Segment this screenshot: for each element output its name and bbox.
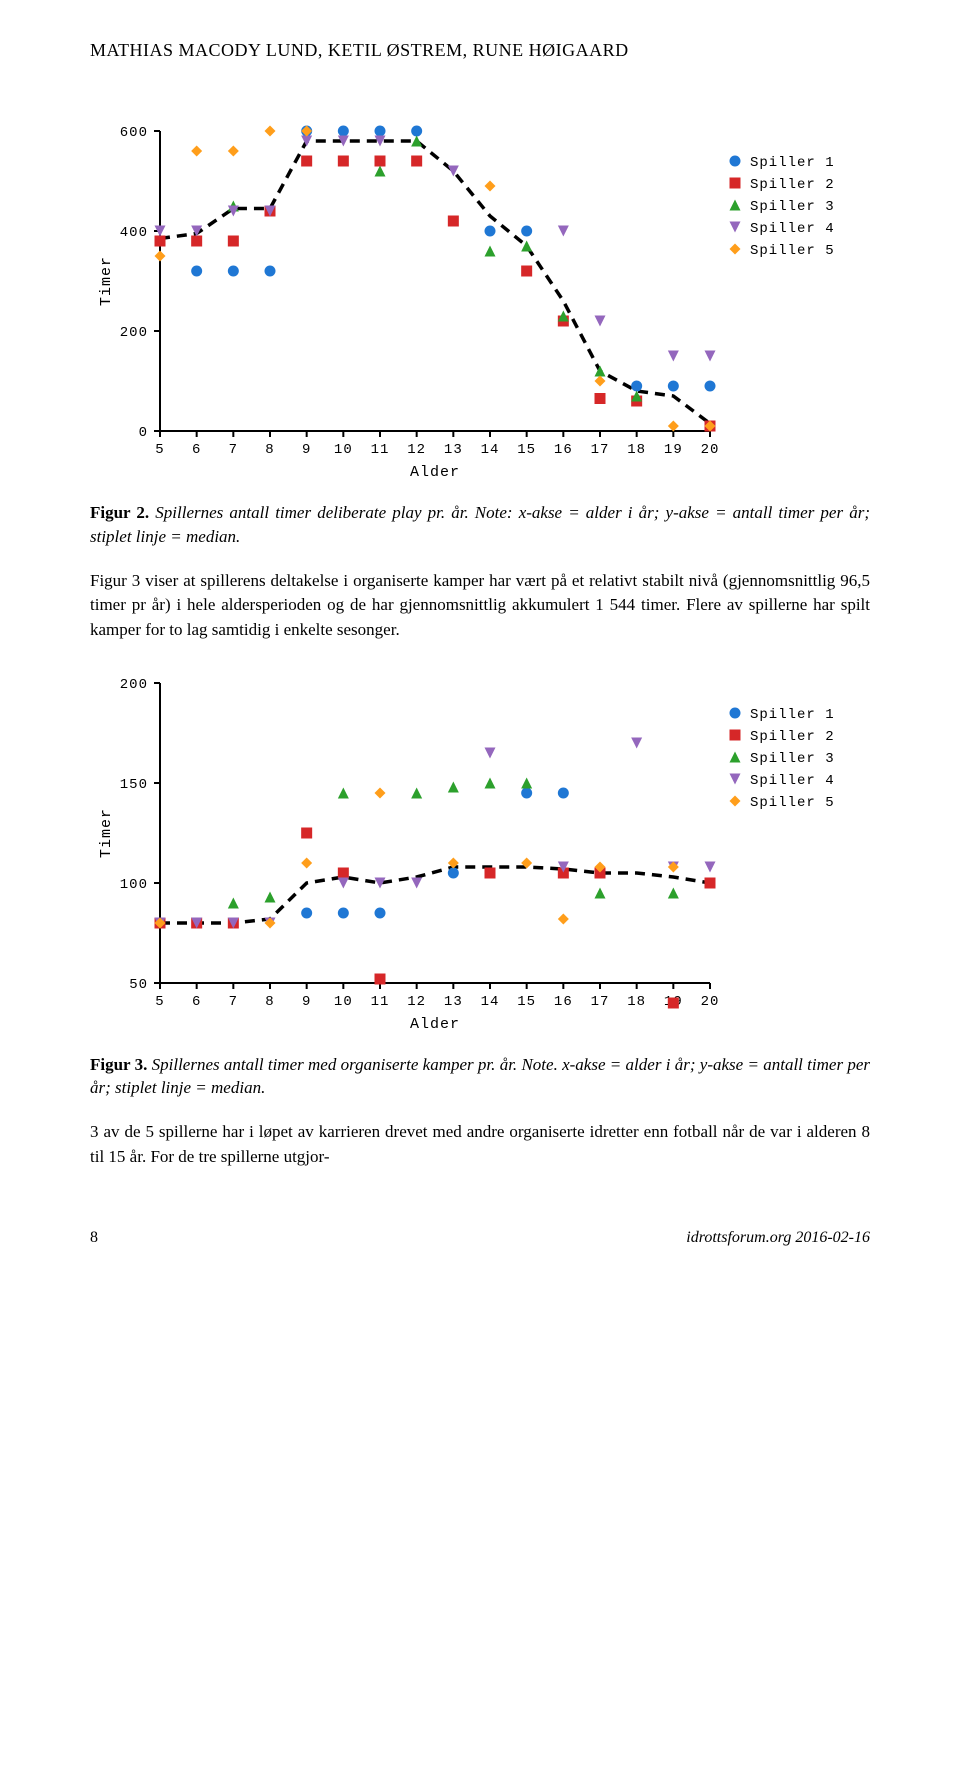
svg-text:Spiller 5: Spiller 5 bbox=[750, 243, 835, 259]
svg-text:5: 5 bbox=[155, 994, 164, 1010]
svg-text:400: 400 bbox=[120, 225, 148, 241]
svg-text:9: 9 bbox=[302, 994, 311, 1010]
svg-text:20: 20 bbox=[701, 994, 720, 1010]
svg-text:Spiller 2: Spiller 2 bbox=[750, 177, 835, 193]
svg-text:6: 6 bbox=[192, 994, 201, 1010]
svg-text:5: 5 bbox=[155, 442, 164, 458]
svg-text:9: 9 bbox=[302, 442, 311, 458]
svg-text:17: 17 bbox=[591, 994, 610, 1010]
svg-text:13: 13 bbox=[444, 994, 463, 1010]
figure-3-caption: Figur 3. Spillernes antall timer med org… bbox=[90, 1053, 870, 1101]
svg-text:11: 11 bbox=[371, 442, 390, 458]
svg-text:11: 11 bbox=[371, 994, 390, 1010]
authors-header: MATHIAS MACODY LUND, KETIL ØSTREM, RUNE … bbox=[90, 40, 870, 61]
svg-text:Spiller 3: Spiller 3 bbox=[750, 199, 835, 215]
svg-text:Spiller 4: Spiller 4 bbox=[750, 773, 835, 789]
svg-text:Spiller 4: Spiller 4 bbox=[750, 221, 835, 237]
svg-text:16: 16 bbox=[554, 442, 573, 458]
figure-2-chart: 0 200 400 600 5 6 7 8 9 10 11 12 13 14 15 16 17 18 19 20 Tim… bbox=[90, 111, 870, 491]
figure-2-title: Spillernes antall timer deliberate play … bbox=[90, 503, 870, 546]
svg-text:17: 17 bbox=[591, 442, 610, 458]
svg-text:15: 15 bbox=[517, 442, 536, 458]
footer-source: idrottsforum.org 2016-02-16 bbox=[686, 1229, 870, 1247]
figure-3-title: Spillernes antall timer med organiserte … bbox=[90, 1055, 870, 1098]
svg-text:7: 7 bbox=[229, 994, 238, 1010]
svg-text:18: 18 bbox=[627, 442, 646, 458]
paragraph-2: 3 av de 5 spillerne har i løpet av karri… bbox=[90, 1120, 870, 1169]
page-number: 8 bbox=[90, 1229, 98, 1247]
svg-text:20: 20 bbox=[701, 442, 720, 458]
svg-text:Spiller 1: Spiller 1 bbox=[750, 707, 835, 723]
svg-text:10: 10 bbox=[334, 994, 353, 1010]
svg-text:Spiller 2: Spiller 2 bbox=[750, 729, 835, 745]
svg-text:Timer: Timer bbox=[98, 256, 115, 306]
figure-3-label: Figur 3. bbox=[90, 1055, 147, 1074]
svg-text:14: 14 bbox=[481, 994, 500, 1010]
figure-2-caption: Figur 2. Spillernes antall timer deliber… bbox=[90, 501, 870, 549]
svg-text:0: 0 bbox=[139, 425, 148, 441]
svg-text:19: 19 bbox=[664, 442, 683, 458]
svg-text:Alder: Alder bbox=[410, 1016, 460, 1033]
svg-text:Spiller 1: Spiller 1 bbox=[750, 155, 835, 171]
figure-2-label: Figur 2. bbox=[90, 503, 149, 522]
svg-text:13: 13 bbox=[444, 442, 463, 458]
svg-text:50: 50 bbox=[129, 977, 148, 993]
svg-text:Spiller 3: Spiller 3 bbox=[750, 751, 835, 767]
svg-text:200: 200 bbox=[120, 677, 148, 693]
svg-text:7: 7 bbox=[229, 442, 238, 458]
svg-text:8: 8 bbox=[265, 994, 274, 1010]
svg-text:16: 16 bbox=[554, 994, 573, 1010]
svg-text:Timer: Timer bbox=[98, 808, 115, 858]
svg-text:12: 12 bbox=[407, 994, 426, 1010]
paragraph-1: Figur 3 viser at spillerens deltakelse i… bbox=[90, 569, 870, 643]
svg-text:15: 15 bbox=[517, 994, 536, 1010]
page-footer: 8 idrottsforum.org 2016-02-16 bbox=[90, 1229, 870, 1247]
svg-text:14: 14 bbox=[481, 442, 500, 458]
svg-text:600: 600 bbox=[120, 125, 148, 141]
figure-3-chart: 50100150200567891011121314151617181920Ti… bbox=[90, 663, 870, 1043]
svg-text:150: 150 bbox=[120, 777, 148, 793]
svg-text:12: 12 bbox=[407, 442, 426, 458]
svg-text:Alder: Alder bbox=[410, 464, 460, 481]
svg-text:10: 10 bbox=[334, 442, 353, 458]
svg-text:8: 8 bbox=[265, 442, 274, 458]
svg-text:18: 18 bbox=[627, 994, 646, 1010]
svg-text:100: 100 bbox=[120, 877, 148, 893]
svg-text:Spiller 5: Spiller 5 bbox=[750, 795, 835, 811]
svg-text:200: 200 bbox=[120, 325, 148, 341]
svg-text:6: 6 bbox=[192, 442, 201, 458]
